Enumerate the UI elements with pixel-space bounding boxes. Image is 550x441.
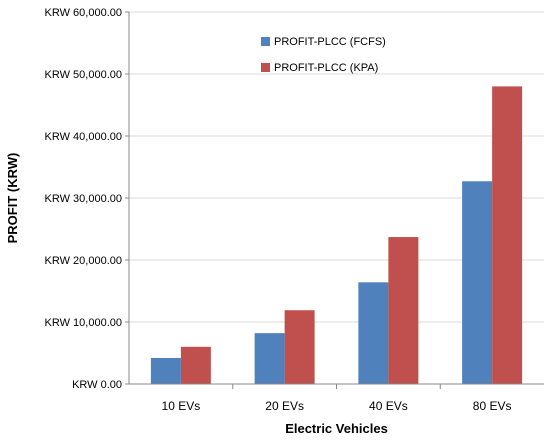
y-tick-label: KRW 20,000.00: [45, 255, 122, 267]
x-tick-label: 10 EVs: [162, 399, 201, 413]
bar-fcfs: [254, 333, 285, 384]
x-tick-label: 20 EVs: [265, 399, 304, 413]
bar-fcfs: [358, 282, 389, 384]
bar-kpa: [388, 237, 419, 384]
bar-fcfs: [150, 357, 181, 384]
y-tick-label: KRW 0.00: [72, 379, 122, 391]
y-tick-label: KRW 10,000.00: [45, 317, 122, 329]
x-axis-title: Electric Vehicles: [285, 421, 388, 436]
y-tick-label: KRW 30,000.00: [45, 193, 122, 205]
y-tick-label: KRW 60,000.00: [45, 7, 122, 19]
bar-kpa: [180, 346, 211, 384]
bar-fcfs: [462, 181, 493, 384]
x-tick-label: 40 EVs: [369, 399, 408, 413]
bar-kpa: [284, 310, 315, 384]
y-tick-label: KRW 50,000.00: [45, 69, 122, 81]
axes: [128, 12, 544, 389]
legend-label: PROFIT-PLCC (FCFS): [274, 36, 386, 48]
x-tick-labels: 10 EVs 20 EVs 40 EVs 80 EVs: [162, 399, 512, 413]
bars: [150, 86, 523, 385]
y-tick-label: KRW 40,000.00: [45, 131, 122, 143]
legend-swatch: [261, 37, 270, 46]
y-axis-title: PROFIT (KRW): [5, 153, 20, 244]
legend: PROFIT-PLCC (FCFS) PROFIT-PLCC (KPA): [261, 36, 386, 74]
legend-label: PROFIT-PLCC (KPA): [274, 62, 378, 74]
bar-kpa: [492, 86, 523, 385]
legend-swatch: [261, 63, 270, 72]
y-tick-labels: KRW 0.00 KRW 10,000.00 KRW 20,000.00 KRW 30…: [45, 7, 122, 391]
x-tick-label: 80 EVs: [473, 399, 512, 413]
